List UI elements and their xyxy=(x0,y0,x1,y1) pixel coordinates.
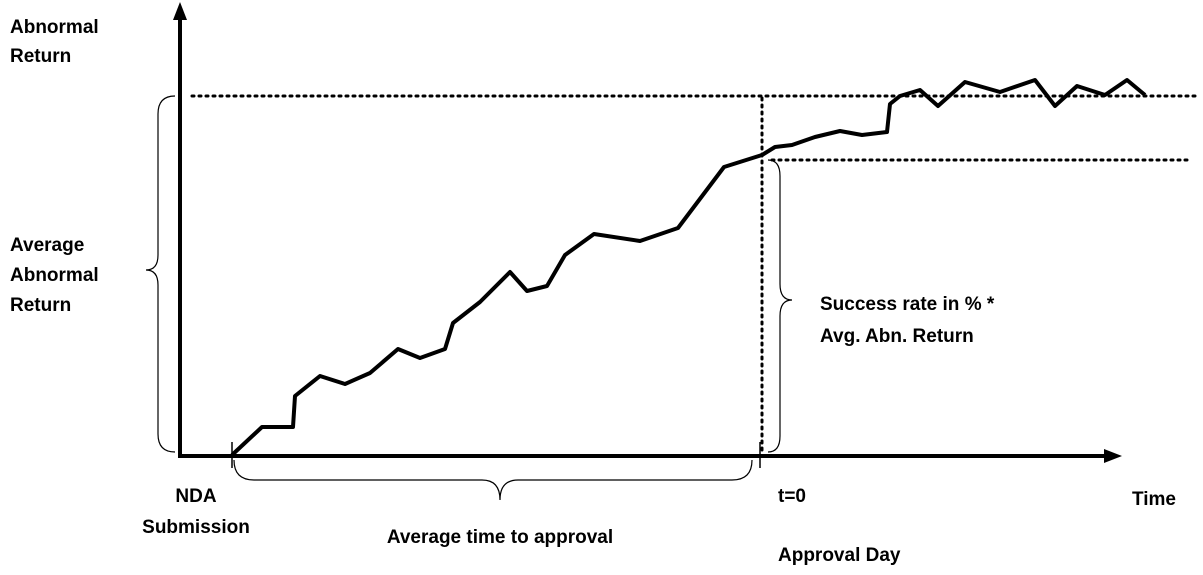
y-axis-label: Return xyxy=(10,46,71,67)
start-label: NDA xyxy=(175,486,216,507)
x-axis-label: Time xyxy=(1132,489,1176,510)
right-brace-label: Avg. Abn. Return xyxy=(820,326,974,347)
right-brace xyxy=(767,159,793,453)
event-label: t=0 xyxy=(778,486,806,507)
start-label: Submission xyxy=(142,517,250,538)
right-brace-label: Success rate in % * xyxy=(820,294,995,315)
left-brace-label: Abnormal xyxy=(10,265,99,286)
bottom-brace xyxy=(233,459,753,501)
event-label: Approval Day xyxy=(778,545,901,566)
abnormal-return-curve xyxy=(230,78,1147,457)
left-brace-label: Return xyxy=(10,295,71,316)
y-arrow xyxy=(173,2,187,20)
y-axis-label: Abnormal xyxy=(10,17,99,38)
left-brace-label: Average xyxy=(10,235,84,256)
x-arrow xyxy=(1104,449,1122,463)
left-brace xyxy=(145,95,176,453)
axes xyxy=(173,2,1122,463)
bottom-brace-label: Average time to approval xyxy=(387,527,613,548)
